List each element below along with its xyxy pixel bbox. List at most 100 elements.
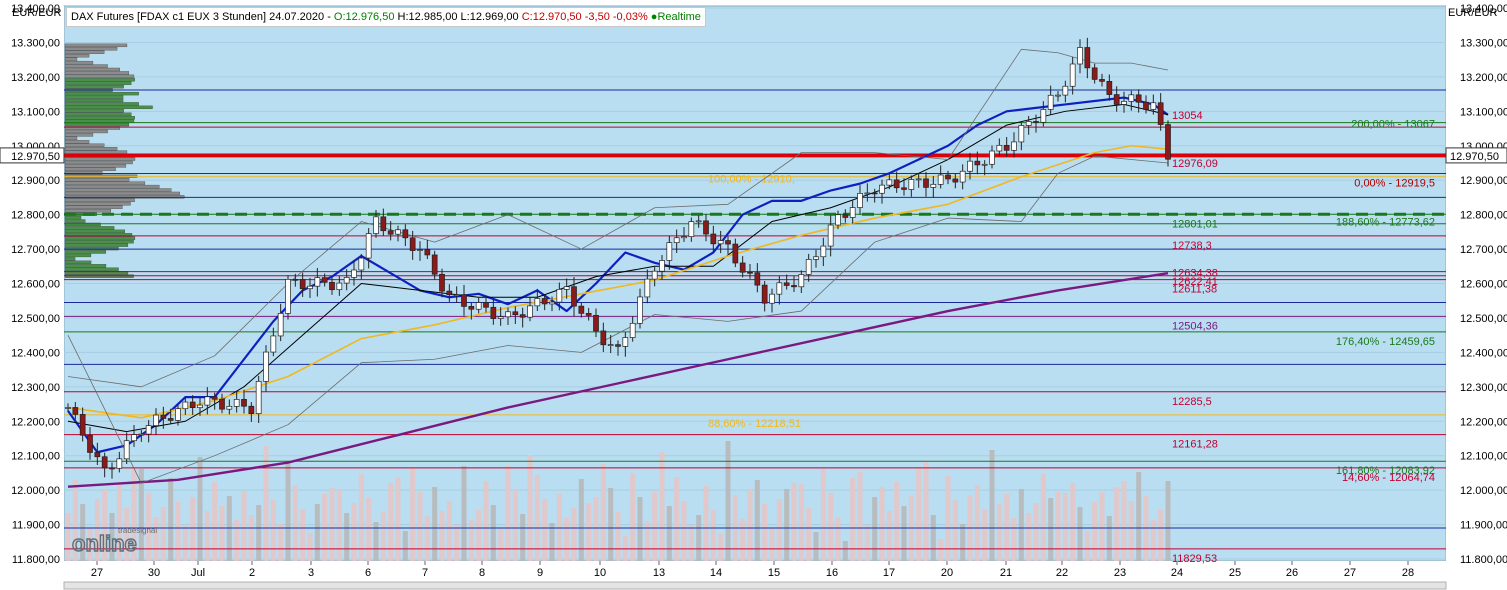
candle-body	[1025, 121, 1032, 126]
candle-body	[791, 285, 797, 288]
candle-body	[915, 178, 922, 181]
candle-body	[945, 174, 951, 180]
volume-profile-bar	[64, 105, 153, 110]
candle-body	[695, 220, 702, 223]
candle-body	[1077, 47, 1083, 65]
logo-main-text: online	[72, 531, 137, 554]
volume-bar	[593, 497, 599, 561]
volume-bar	[1018, 489, 1024, 561]
candle-body	[908, 179, 915, 190]
volume-bar	[329, 488, 335, 561]
time-scrollbar[interactable]	[63, 581, 1447, 590]
volume-bar	[842, 541, 848, 561]
volume-bar	[1004, 494, 1010, 561]
candle-body	[981, 163, 988, 166]
candle-body	[1062, 85, 1069, 96]
x-tick-label: 9	[537, 567, 543, 579]
volume-bar	[1070, 483, 1076, 561]
x-tick-label: 21	[1000, 567, 1012, 579]
candle-body	[1165, 124, 1171, 160]
candle-body	[893, 179, 900, 189]
candle-body	[138, 433, 145, 436]
volume-profile-bar	[64, 57, 78, 61]
volume-bar	[703, 486, 709, 561]
candle-body	[805, 259, 812, 275]
candle-body	[783, 282, 790, 286]
candle-body	[813, 256, 819, 260]
candle-body	[314, 277, 321, 287]
volume-bar	[872, 497, 878, 561]
volume-profile-bar	[64, 98, 124, 103]
volume-profile-bar	[64, 171, 103, 175]
candle-body	[1106, 80, 1113, 95]
volume-profile-bar	[64, 219, 86, 223]
candle-body	[600, 330, 607, 346]
volume-profile-bar	[64, 250, 106, 254]
volume-bar	[960, 524, 966, 561]
candle-body	[835, 214, 841, 226]
candle-body	[622, 337, 629, 347]
volume-bar	[901, 506, 907, 561]
volume-profile-bar	[64, 205, 123, 209]
candle-body	[967, 160, 973, 172]
volume-bar	[212, 482, 218, 561]
volume-bar	[168, 478, 174, 561]
level-label: 200,00% - 13067	[1351, 119, 1435, 131]
volume-profile-bar	[64, 240, 134, 244]
volume-profile-bar	[64, 184, 160, 189]
candle-body	[1157, 102, 1164, 125]
y-tick-label-left: 13.400,00	[11, 3, 60, 15]
volume-bar	[1062, 493, 1068, 561]
volume-bar	[234, 520, 240, 561]
candle-body	[996, 144, 1003, 152]
candle-body	[285, 278, 291, 314]
candle-body	[131, 434, 137, 442]
candle-body	[123, 440, 130, 460]
candle-body	[387, 230, 394, 235]
volume-profile-bar	[64, 60, 94, 65]
volume-bar	[175, 502, 181, 561]
volume-bar	[402, 531, 408, 561]
volume-bar	[322, 494, 328, 561]
candle-body	[101, 456, 108, 469]
y-tick-label-right: 12.700,00	[1460, 244, 1507, 256]
currency-label-left: EUR/EUR	[12, 7, 62, 19]
x-tick-label: 20	[941, 567, 953, 579]
high-value: H:12.985,00	[397, 11, 458, 23]
candle-body	[263, 351, 269, 382]
volume-bar	[1026, 513, 1032, 561]
volume-bar	[190, 497, 196, 561]
volume-bar	[292, 485, 298, 561]
volume-bar	[784, 489, 790, 561]
volume-bar	[982, 509, 988, 561]
y-tick-label-left: 12.700,00	[11, 244, 60, 256]
candle-body	[1121, 100, 1127, 105]
x-tick-label: 27	[1344, 567, 1356, 579]
candle-body	[820, 245, 827, 258]
chart-header: DAX Futures [FDAX c1 EUX 3 Stunden] 24.0…	[66, 7, 706, 27]
candle-body	[1143, 101, 1149, 110]
level-label: 14,60% - 12064,74	[1342, 472, 1435, 484]
candle-body	[439, 273, 445, 292]
candle-body	[541, 298, 548, 305]
candle-body	[373, 216, 379, 234]
y-tick-label-right: 13.200,00	[1460, 72, 1507, 84]
level-label: 12622,41	[1172, 276, 1218, 288]
candle-body	[343, 277, 350, 284]
volume-profile-bar	[64, 81, 132, 85]
volume-bar	[754, 480, 760, 561]
y-tick-label-left: 12.200,00	[11, 416, 60, 428]
candle-body	[1047, 94, 1054, 110]
volume-bar	[1077, 507, 1083, 561]
volume-bar	[300, 509, 306, 561]
volume-profile-bar	[64, 102, 139, 106]
volume-bar	[945, 476, 951, 561]
y-tick-label-left: 12.600,00	[11, 279, 60, 291]
volume-bar	[204, 511, 210, 561]
candle-body	[827, 224, 834, 247]
volume-bar	[600, 464, 606, 561]
volume-bar	[124, 508, 130, 561]
level-label: 12738,3	[1172, 240, 1212, 252]
volume-bar	[996, 504, 1002, 561]
candle-body	[431, 254, 438, 275]
